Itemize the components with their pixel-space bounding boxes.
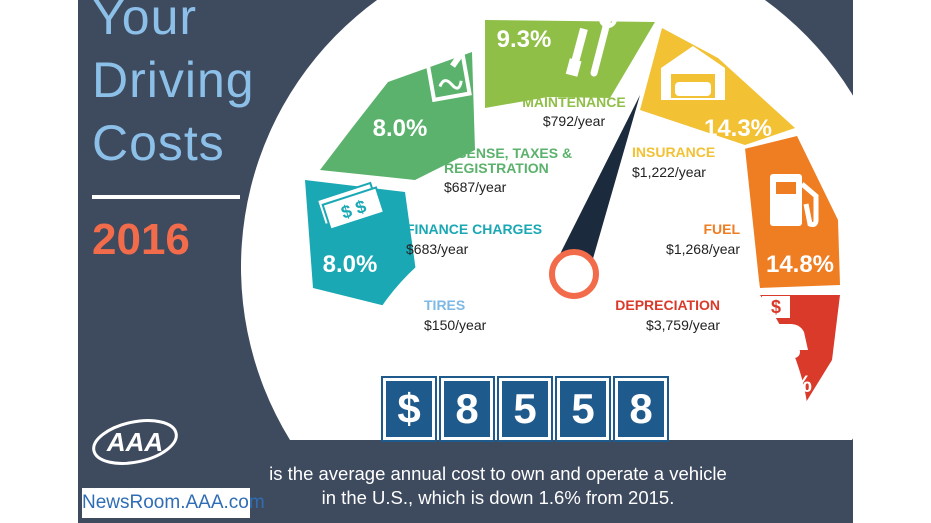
caption-line-1: is the average annual cost to own and op… <box>269 463 727 484</box>
depreciation-percent: 43.9% <box>744 371 812 398</box>
total-cost-counter: $ 8 5 5 8 <box>381 376 669 442</box>
money-icon: $ $ <box>315 181 386 231</box>
title-line-1: Your <box>92 0 198 45</box>
garage-car-icon <box>661 46 725 100</box>
counter-digit: $ <box>381 376 437 442</box>
segment-license <box>320 52 475 180</box>
insurance-label: INSURANCE <box>632 144 715 160</box>
tire-icon <box>336 309 394 367</box>
tools-icon <box>565 10 617 77</box>
fuel-percent: 14.8% <box>766 251 834 278</box>
title-line-3: Costs <box>92 115 225 171</box>
fuel-label: FUEL <box>703 221 740 237</box>
counter-digit: 8 <box>439 376 495 442</box>
year-label: 2016 <box>92 215 190 264</box>
aaa-logo-icon: AAA <box>92 419 178 465</box>
website-link[interactable]: NewsRoom.AAA.com <box>82 488 265 518</box>
document-pen-icon <box>423 38 473 103</box>
car-price-icon: $ <box>744 296 808 358</box>
maintenance-label: MAINTENANCE <box>522 94 625 110</box>
tires-label: TIRES <box>424 297 465 313</box>
gauge-hub <box>549 249 599 299</box>
svg-text:$: $ <box>771 297 781 317</box>
depreciation-label: DEPRECIATION <box>615 297 720 313</box>
maintenance-amount: $792/year <box>543 113 606 129</box>
license-label: LICENSE, TAXES & <box>444 145 572 161</box>
license-amount: $687/year <box>444 179 507 195</box>
counter-digit: 5 <box>555 376 611 442</box>
caption: is the average annual cost to own and op… <box>248 462 748 510</box>
counter-digit: 5 <box>497 376 553 442</box>
fuel-amount: $1,268/year <box>666 241 740 257</box>
finance-percent: 8.0% <box>323 251 378 278</box>
license-percent: 8.0% <box>373 115 428 142</box>
insurance-percent: 14.3% <box>704 115 772 142</box>
logo-text: AAA <box>106 427 163 457</box>
title-line-2: Driving <box>92 52 255 108</box>
depreciation-amount: $3,759/year <box>646 317 720 333</box>
maintenance-percent: 9.3% <box>497 26 552 53</box>
fuel-pump-icon <box>770 174 819 227</box>
license-label-2: REGISTRATION <box>444 160 549 176</box>
finance-label: FINANCE CHARGES <box>406 221 542 237</box>
caption-line-2: in the U.S., which is down 1.6% from 201… <box>321 487 675 508</box>
title-underline <box>92 195 240 199</box>
finance-amount: $683/year <box>406 241 469 257</box>
counter-digit: 8 <box>613 376 669 442</box>
insurance-amount: $1,222/year <box>632 164 706 180</box>
gauge-needle <box>556 95 640 262</box>
tires-amount: $150/year <box>424 317 487 333</box>
